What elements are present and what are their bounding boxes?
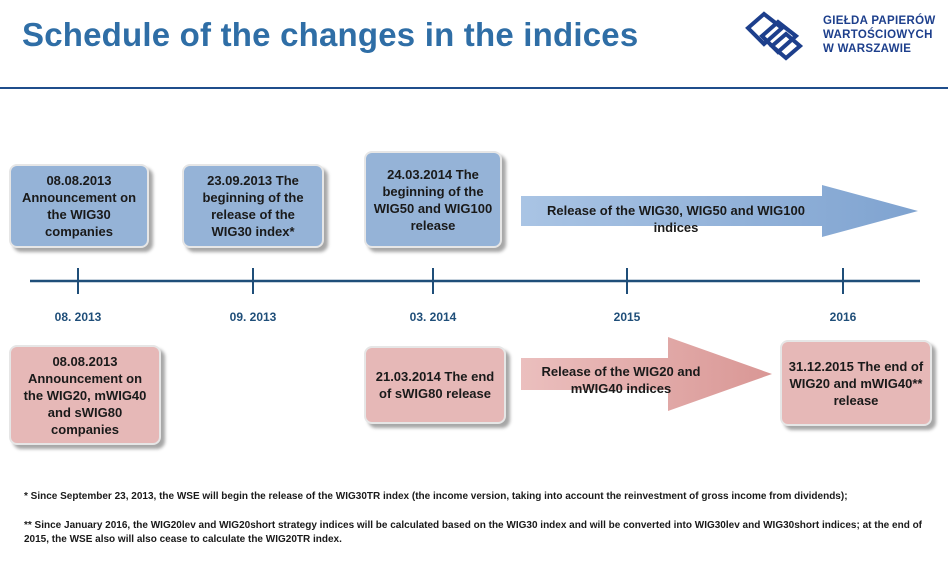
tick-label: 03. 2014 — [409, 310, 457, 324]
logo-line: GIEŁDA PAPIERÓW — [823, 15, 936, 27]
bottom-release-arrow — [521, 337, 772, 411]
header-divider — [0, 87, 948, 89]
tick-label: 09. 2013 — [229, 310, 277, 324]
tick-label: 2016 — [829, 310, 857, 324]
logo-line: W WARSZAWIE — [823, 43, 912, 55]
event-box-swig80-release-end: 21.03.2014 The end of sWIG80 release — [364, 346, 506, 424]
logo-text: GIEŁDA PAPIERÓW WARTOŚCIOWYCH W WARSZAWI… — [823, 14, 935, 56]
event-box-wig30-release-start: 23.09.2013 The beginning of the release … — [182, 164, 324, 248]
bottom-arrow-label: Release of the WIG20 and mWIG40 indices — [541, 364, 701, 396]
top-release-arrow — [521, 185, 918, 237]
page-title: Schedule of the changes in the indices — [22, 16, 639, 53]
event-box-wig30-announcement: 08.08.2013 Announcement on the WIG30 com… — [9, 164, 149, 248]
event-box-wig20-announcement: 08.08.2013 Announcement on the WIG20, mW… — [9, 345, 161, 445]
top-arrow-label: Release of the WIG30, WIG50 and WIG100 i… — [547, 203, 805, 235]
event-box-wig20-mwig40-release-end: 31.12.2015 The end of WIG20 and mWIG40**… — [780, 340, 932, 426]
logo-line: WARTOŚCIOWYCH — [823, 29, 933, 41]
footnote-1: * Since September 23, 2013, the WSE will… — [24, 491, 848, 502]
footnote-2: ** Since January 2016, the WIG20lev and … — [24, 520, 923, 545]
tick-label: 2015 — [613, 310, 641, 324]
event-box-wig50-wig100-release-start: 24.03.2014 The beginning of the WIG50 an… — [364, 151, 502, 248]
gpw-logo-icon — [745, 11, 804, 61]
tick-label: 08. 2013 — [54, 310, 102, 324]
